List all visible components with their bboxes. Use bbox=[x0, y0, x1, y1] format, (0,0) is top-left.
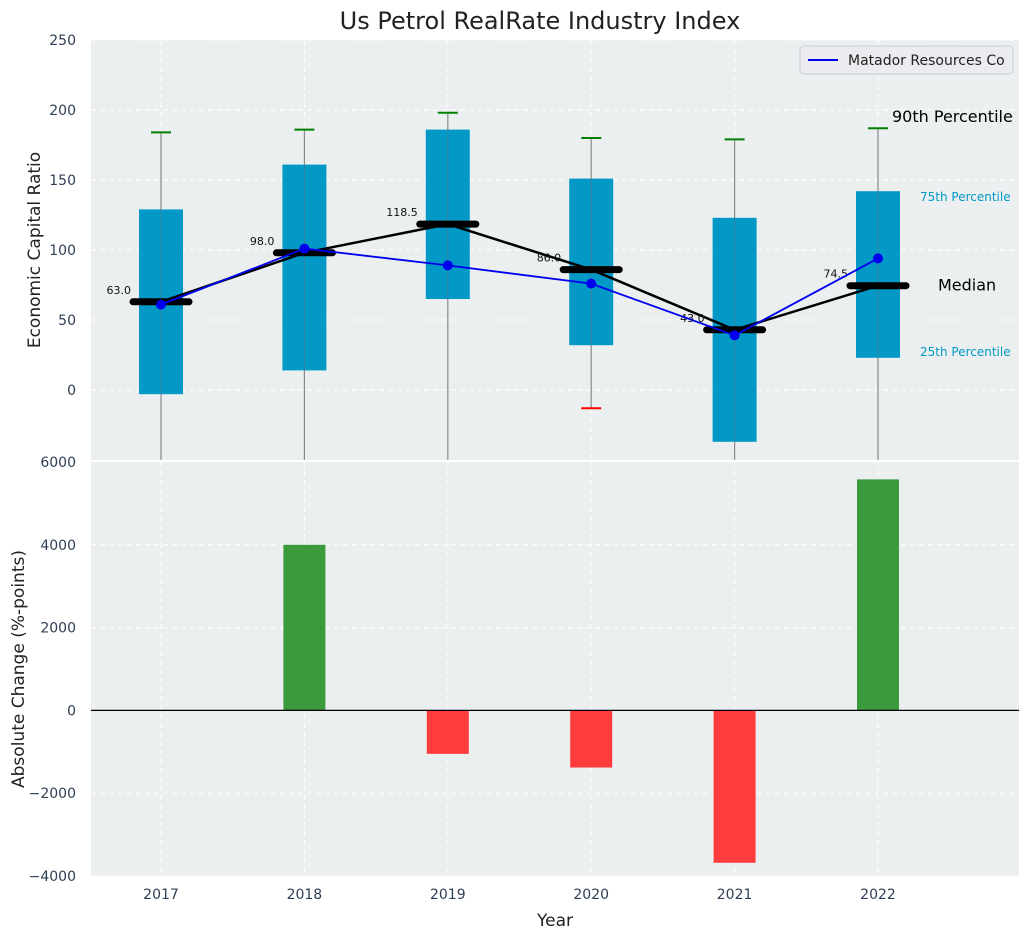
median-value-label: 63.0 bbox=[107, 284, 132, 297]
bottom-y-tick-label: −4000 bbox=[29, 869, 76, 885]
x-axis-title: Year bbox=[536, 911, 573, 931]
change-bar bbox=[283, 544, 326, 711]
legend: Matador Resources Co bbox=[799, 45, 1014, 75]
x-tick-label: 2022 bbox=[860, 887, 896, 903]
x-tick-label: 2018 bbox=[287, 887, 323, 903]
series-point bbox=[442, 260, 453, 271]
series-point bbox=[729, 330, 740, 341]
series-point bbox=[156, 299, 166, 310]
top-y-axis-title: Economic Capital Ratio bbox=[25, 152, 45, 348]
series-point bbox=[873, 253, 883, 264]
bottom-y-axis-title: Absolute Change (%-points) bbox=[9, 550, 29, 788]
x-tick-label: 2020 bbox=[573, 887, 609, 903]
p25-annotation: 25th Percentile bbox=[920, 345, 1011, 359]
series-line bbox=[160, 247, 879, 337]
top-panel: 05010015020025063.098.0118.586.043.074.5… bbox=[49, 33, 1019, 460]
change-bar bbox=[857, 479, 899, 711]
median-value-label: 118.5 bbox=[386, 206, 418, 219]
p75-annotation: 75th Percentile bbox=[920, 190, 1011, 204]
median-value-label: 98.0 bbox=[250, 235, 275, 248]
top-y-tick-label: 150 bbox=[49, 173, 76, 189]
legend-label: Matador Resources Co bbox=[848, 53, 1005, 69]
bottom-y-tick-label: −2000 bbox=[29, 786, 76, 802]
p90-annotation: 90th Percentile bbox=[892, 107, 1013, 126]
series-point bbox=[586, 278, 597, 289]
x-tick-label: 2017 bbox=[143, 887, 179, 903]
legend-box bbox=[799, 45, 1014, 75]
bottom-y-tick-label: 4000 bbox=[40, 538, 76, 554]
top-y-tick-label: 0 bbox=[67, 383, 76, 399]
x-tick-label: 2021 bbox=[717, 887, 753, 903]
top-y-tick-label: 200 bbox=[49, 103, 76, 119]
median-annotation: Median bbox=[938, 276, 996, 295]
top-y-tick-label: 100 bbox=[49, 243, 76, 259]
change-bar bbox=[570, 710, 613, 768]
chart-title: Us Petrol RealRate Industry Index bbox=[340, 7, 741, 35]
bottom-panel: −4000 −2000 0 2000 4000 6000 2017 2018 2019 2020 2… bbox=[29, 455, 1019, 903]
bottom-y-tick-label: 0 bbox=[67, 703, 76, 719]
change-bar bbox=[426, 710, 469, 754]
median-value-label: 74.5 bbox=[824, 268, 849, 281]
median-value-label: 86.0 bbox=[537, 252, 562, 265]
bottom-y-tick-label: 6000 bbox=[40, 455, 76, 471]
x-tick-label: 2019 bbox=[430, 887, 466, 903]
change-bar bbox=[713, 710, 756, 863]
top-y-tick-label: 50 bbox=[58, 313, 76, 329]
series-point bbox=[299, 243, 310, 254]
top-y-tick-label: 250 bbox=[49, 33, 76, 49]
bottom-y-tick-label: 2000 bbox=[40, 621, 76, 637]
